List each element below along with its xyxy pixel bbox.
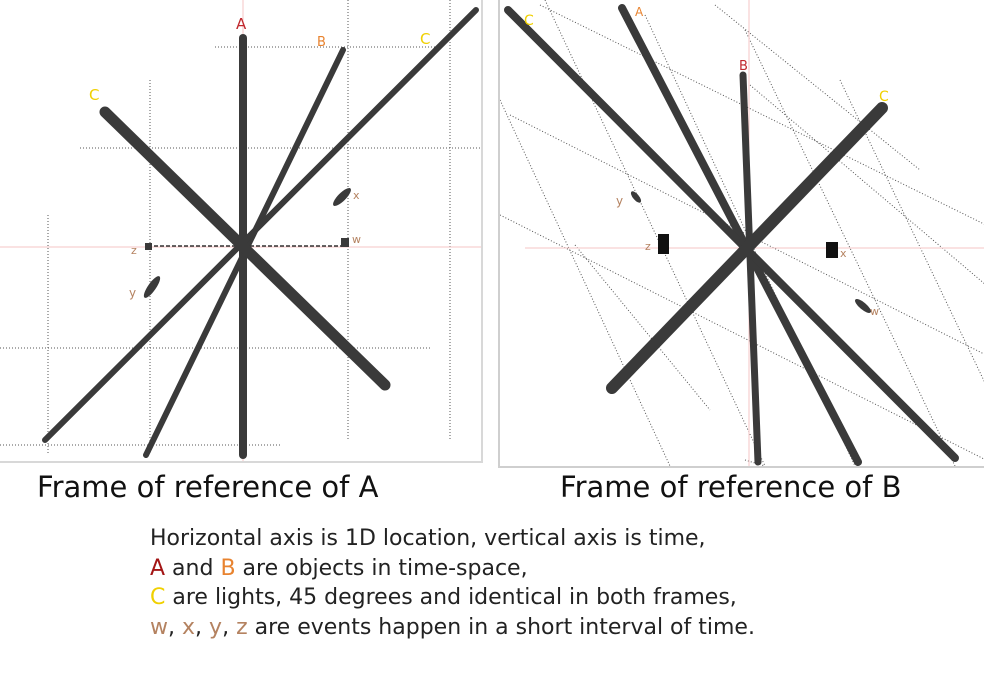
legend-y: y — [209, 614, 223, 640]
frame-a-caption: Frame of reference of A — [37, 470, 379, 504]
frame-a-panel: A B C C w x y z — [0, 0, 483, 463]
frame-b-label-a: A — [635, 5, 644, 19]
frame-b-label-c-left: C — [524, 13, 534, 29]
frame-a-light-c-left — [99, 106, 391, 391]
explanation-line-3: C are lights, 45 degrees and identical i… — [150, 585, 737, 610]
frame-a-event-y — [143, 276, 161, 298]
frame-b-label-b: B — [739, 59, 748, 74]
frame-a-light-c-right — [42, 7, 479, 443]
frame-a-diagram: A B C C w x y z — [0, 0, 481, 461]
explanation-text: Horizontal axis is 1D location, vertical… — [150, 524, 755, 642]
legend-x: x — [182, 614, 196, 640]
explanation-line-1: Horizontal axis is 1D location, vertical… — [150, 526, 706, 551]
frame-b-caption: Frame of reference of B — [560, 470, 902, 504]
frame-b-label-x: x — [840, 247, 847, 260]
frame-b-event-x — [826, 242, 838, 258]
explanation-line-2: A and B are objects in time-space, — [150, 555, 528, 581]
frame-b-label-y: y — [616, 194, 623, 208]
frame-a-events — [143, 188, 351, 298]
frame-b-diagram: A B C C w x y z — [500, 0, 984, 466]
frame-a-label-z: z — [131, 244, 137, 257]
frame-a-label-x: x — [353, 189, 360, 202]
frame-a-label-y: y — [129, 286, 136, 300]
frame-a-event-z — [145, 243, 152, 250]
frame-a-worldlines — [42, 7, 479, 459]
frame-b-event-y — [630, 191, 642, 203]
frame-b-events — [630, 191, 871, 313]
frame-b-light-c-right — [606, 102, 888, 394]
frame-a-label-w: w — [352, 233, 361, 246]
frame-a-label-a: A — [236, 15, 247, 33]
frame-b-worldline-b — [739, 71, 762, 466]
frame-a-event-w — [341, 238, 349, 247]
frame-b-event-w — [855, 299, 871, 313]
explanation-line-4: w, x, y, z are events happen in a short … — [150, 614, 755, 640]
frame-b-worldlines — [504, 4, 959, 466]
legend-a: A — [150, 555, 166, 581]
legend-c: C — [150, 585, 166, 610]
legend-z: z — [236, 614, 248, 640]
frame-b-worldline-a — [618, 4, 862, 466]
legend-w: w — [150, 614, 168, 640]
frame-b-label-c-right: C — [879, 89, 889, 105]
frame-a-label-c-left: C — [89, 86, 99, 104]
frame-a-event-x — [333, 188, 351, 206]
frame-b-event-z — [658, 234, 669, 254]
frame-b-panel: A B C C w x y z — [498, 0, 984, 468]
frame-b-label-z: z — [645, 240, 651, 253]
frame-a-label-b: B — [317, 35, 326, 50]
frame-b-label-w: w — [870, 305, 879, 318]
legend-b: B — [220, 555, 236, 581]
frame-b-light-c-left — [504, 6, 959, 462]
frame-a-label-c-right: C — [420, 30, 430, 48]
